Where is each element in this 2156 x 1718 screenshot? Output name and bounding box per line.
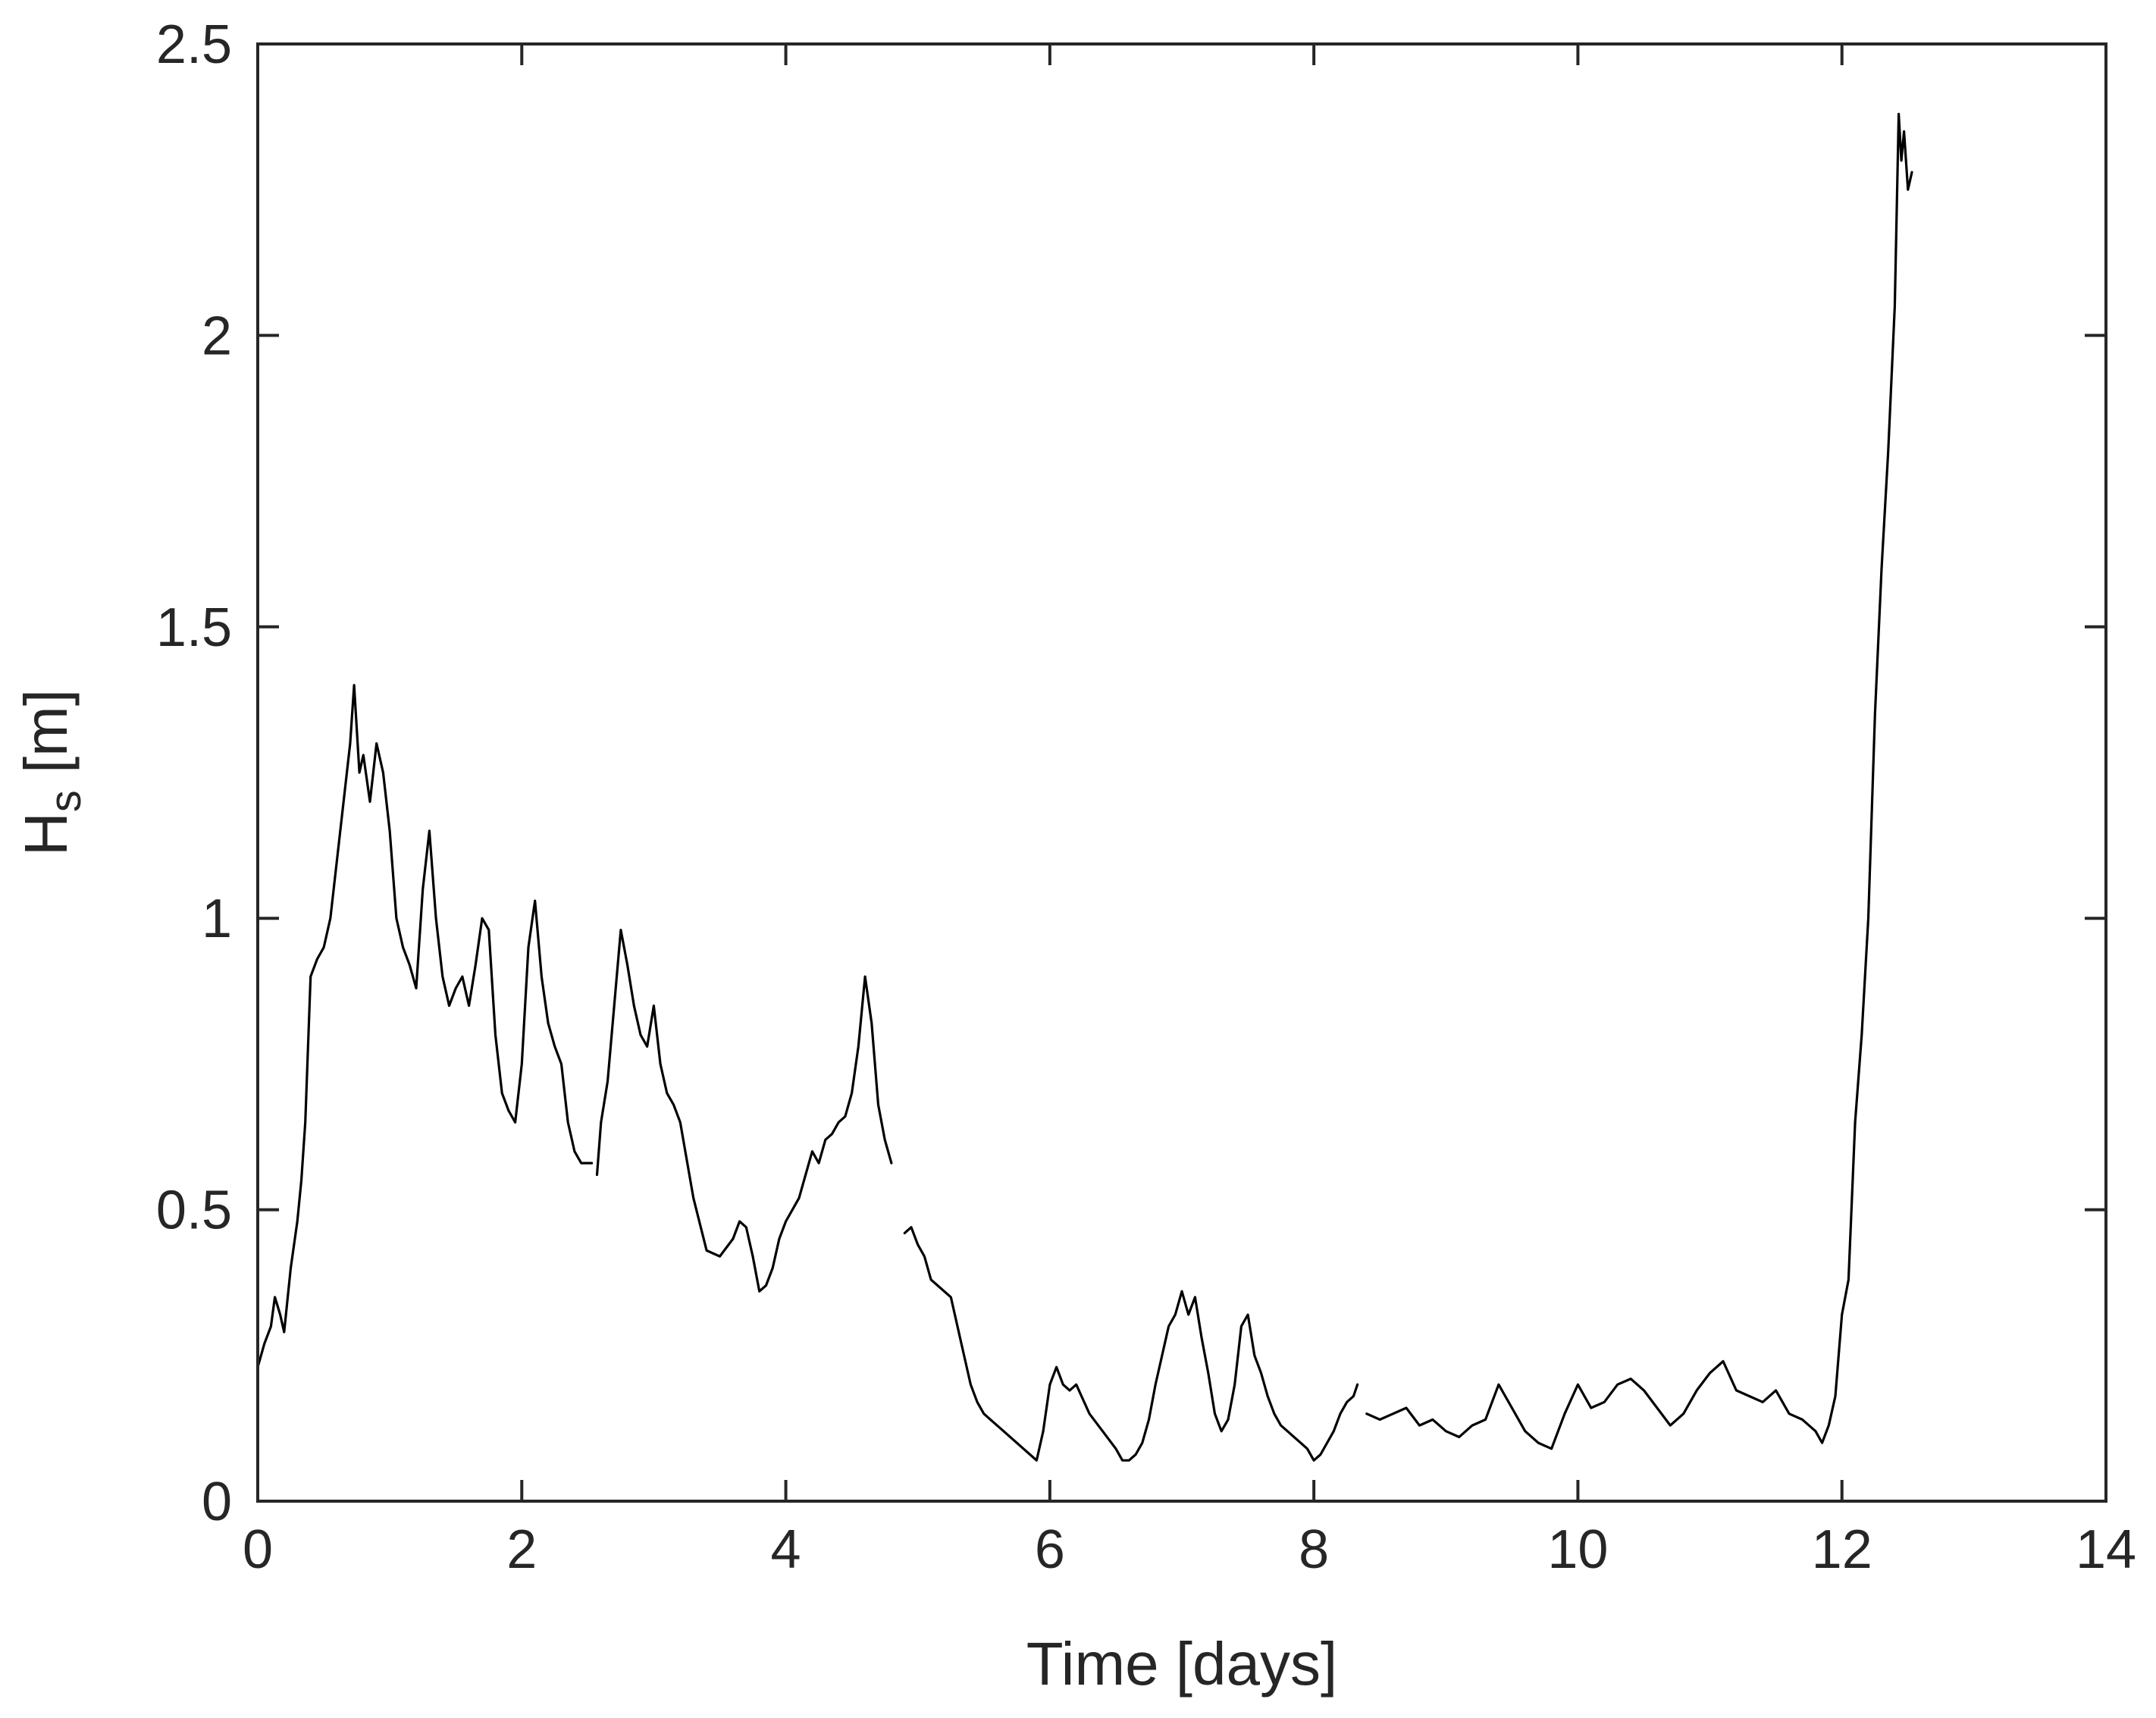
y-axis-label-main: H — [12, 812, 80, 856]
y-axis-label-unit: [m] — [12, 689, 80, 790]
y-tick-labels: 0 0.5 1 1.5 2 2.5 — [156, 14, 232, 1532]
x-tick-label: 6 — [1035, 1519, 1065, 1580]
series-segment-1 — [256, 684, 594, 1368]
x-tick-label: 10 — [1547, 1519, 1608, 1580]
series-segment-2 — [595, 928, 893, 1293]
axes-box — [256, 42, 2107, 1503]
y-tick-label: 0.5 — [156, 1180, 232, 1241]
y-axis-label-subscript: s — [41, 790, 90, 812]
x-tick-label: 14 — [2076, 1519, 2136, 1580]
x-tick-labels: 0 2 4 6 8 10 12 14 — [243, 1519, 2136, 1580]
y-tick-label: 1.5 — [156, 597, 232, 658]
y-tick-label: 2.5 — [156, 14, 232, 75]
plot-area-background — [258, 44, 2106, 1501]
x-tick-label: 2 — [506, 1519, 537, 1580]
y-axis-label: Hs [m] — [12, 689, 90, 856]
y-tick-label: 1 — [202, 889, 232, 949]
x-tick-label: 8 — [1299, 1519, 1329, 1580]
series-segment-3 — [903, 1226, 1359, 1462]
x-tick-label: 0 — [243, 1519, 273, 1580]
data-series — [256, 112, 1913, 1462]
x-axis-label: Time [days] — [1026, 1630, 1337, 1698]
y-tick-label: 2 — [202, 306, 232, 366]
y-tick-label: 0 — [202, 1472, 232, 1532]
x-tick-label: 4 — [771, 1519, 801, 1580]
series-segment-4 — [1365, 112, 1913, 1450]
x-tick-label: 12 — [1812, 1519, 1872, 1580]
